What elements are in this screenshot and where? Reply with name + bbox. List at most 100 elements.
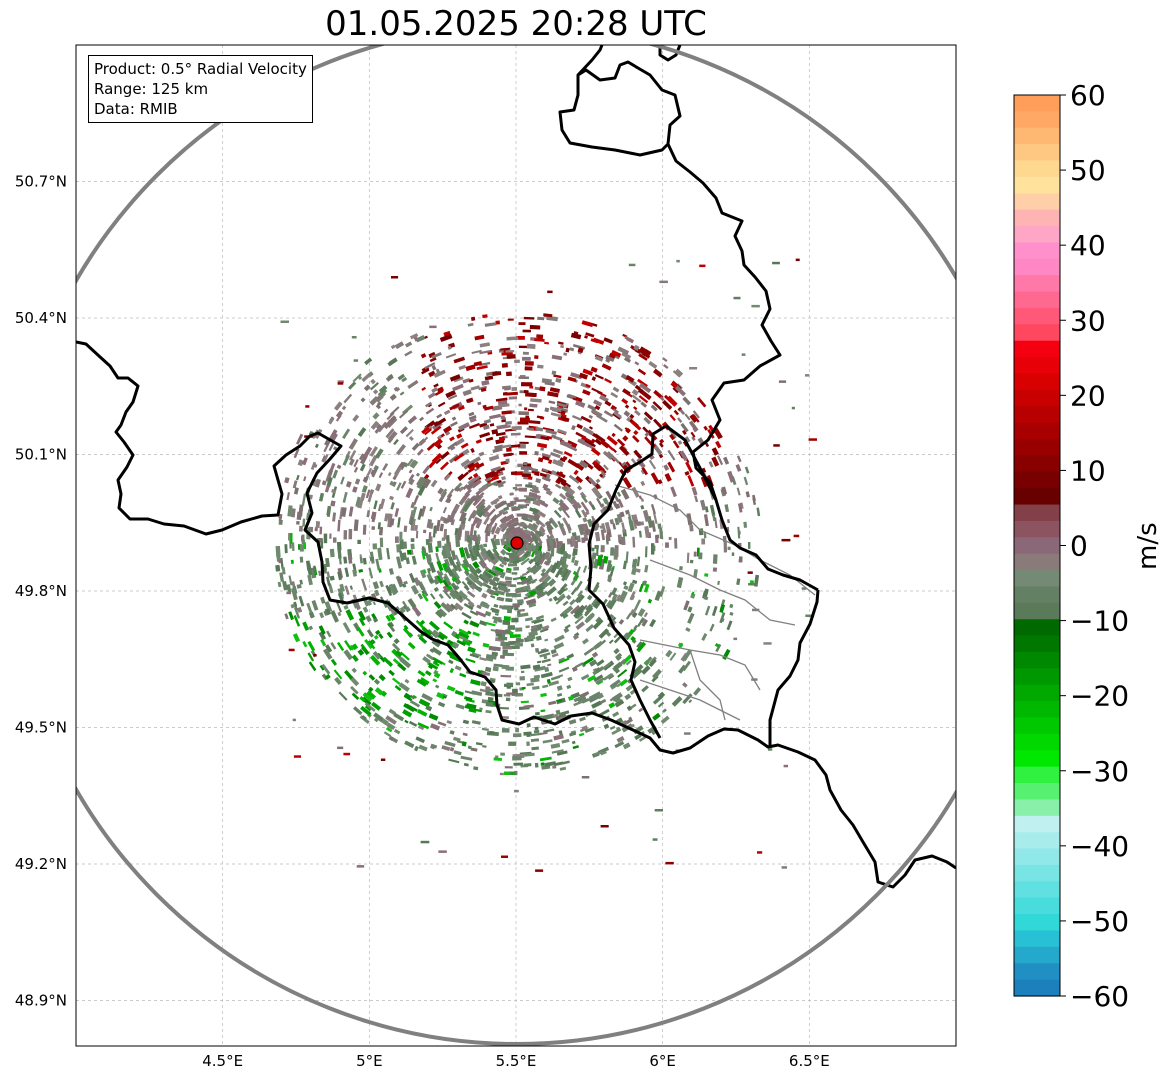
echo-pixel: [306, 563, 313, 576]
echo-pixel: [443, 517, 450, 523]
echo-pixel: [472, 545, 479, 555]
colorbar-segment: [1014, 881, 1060, 899]
echo-pixel: [374, 687, 384, 696]
echo-pixel: [736, 455, 742, 463]
echo-pixel: [682, 660, 691, 672]
echo-pixel: [506, 354, 516, 359]
echo-pixel: [534, 450, 539, 456]
echo-pixel: [552, 713, 559, 718]
echo-pixel: [360, 397, 366, 403]
echo-pixel: [623, 585, 629, 591]
echo-pixel: [737, 526, 741, 539]
echo-pixel: [494, 613, 499, 616]
echo-pixel: [328, 417, 335, 425]
echo-pixel: [487, 578, 497, 585]
echo-pixel: [633, 344, 640, 351]
echo-pixel: [703, 425, 709, 431]
echo-pixel: [676, 259, 680, 263]
echo-pixel: [467, 600, 475, 607]
echo-pixel: [399, 651, 410, 661]
echo-pixel: [387, 472, 392, 477]
echo-pixel: [575, 400, 586, 408]
echo-pixel: [333, 537, 337, 543]
echo-pixel: [574, 615, 584, 625]
echo-pixel: [634, 733, 642, 741]
echo-pixel: [420, 569, 427, 579]
echo-pixel: [523, 731, 532, 736]
echo-pixel: [351, 336, 357, 339]
echo-pixel: [442, 579, 450, 588]
echo-pixel: [515, 727, 520, 733]
echo-pixel: [508, 741, 517, 746]
echo-pixel: [551, 749, 564, 754]
echo-pixel: [682, 649, 692, 662]
echo-pixel: [319, 612, 325, 619]
echo-pixel: [451, 641, 460, 649]
echo-pixel: [715, 440, 722, 449]
echo-pixel: [665, 542, 669, 548]
echo-pixel: [709, 504, 716, 517]
echo-pixel: [462, 389, 472, 396]
echo-pixel: [773, 444, 780, 447]
echo-pixel: [408, 436, 414, 441]
echo-pixel: [328, 442, 335, 452]
echo-pixel: [389, 495, 394, 501]
echo-pixel: [467, 646, 476, 654]
echo-pixel: [527, 476, 533, 480]
echo-pixel: [683, 600, 690, 611]
echo-pixel: [431, 387, 439, 393]
echo-pixel: [704, 573, 709, 577]
echo-pixel: [652, 368, 663, 378]
echo-pixel: [580, 415, 592, 423]
echo-pixel: [793, 534, 800, 538]
echo-pixel: [551, 653, 559, 658]
echo-pixel: [686, 552, 690, 563]
echo-pixel: [657, 691, 666, 700]
echo-pixel: [353, 459, 359, 468]
echo-pixel: [641, 352, 651, 359]
echo-pixel: [389, 393, 397, 401]
echo-pixel: [603, 723, 610, 730]
echo-pixel: [723, 456, 730, 465]
echo-pixel: [698, 552, 703, 560]
echo-pixel: [546, 525, 552, 532]
echo-pixel: [540, 447, 545, 451]
echo-pixel: [362, 692, 373, 702]
echo-pixel: [415, 472, 420, 477]
echo-pixel: [511, 425, 522, 431]
echo-pixel: [581, 537, 586, 544]
echo-pixel: [696, 397, 707, 408]
echo-pixel: [437, 487, 445, 495]
echo-pixel: [319, 492, 325, 502]
echo-pixel: [467, 590, 476, 598]
echo-pixel: [539, 525, 546, 533]
echo-pixel: [305, 405, 310, 408]
echo-pixel: [505, 458, 510, 463]
echo-pixel: [605, 599, 613, 608]
echo-pixel: [555, 483, 562, 489]
echo-pixel: [658, 442, 664, 448]
echo-pixel: [684, 732, 691, 735]
echo-pixel: [390, 502, 395, 510]
echo-pixel: [621, 351, 632, 360]
echo-pixel: [492, 371, 502, 377]
echo-pixel: [291, 542, 295, 551]
echo-pixel: [570, 372, 583, 380]
echo-pixel: [280, 557, 284, 570]
echo-pixel: [389, 406, 400, 416]
echo-pixel: [536, 509, 547, 518]
colorbar-tick-label: −20: [1070, 680, 1129, 713]
echo-pixel: [540, 671, 553, 679]
echo-pixel: [468, 707, 477, 713]
echo-pixel: [499, 572, 506, 579]
echo-pixel: [601, 523, 607, 534]
echo-pixel: [536, 589, 545, 597]
echo-pixel: [528, 630, 538, 637]
echo-pixel: [688, 699, 693, 704]
echo-pixel: [482, 424, 490, 431]
product-label: Product: 0.5° Radial Velocity: [94, 60, 307, 78]
echo-pixel: [630, 703, 637, 709]
echo-pixel: [436, 570, 444, 581]
echo-pixel: [516, 549, 525, 557]
echo-pixel: [439, 523, 444, 532]
